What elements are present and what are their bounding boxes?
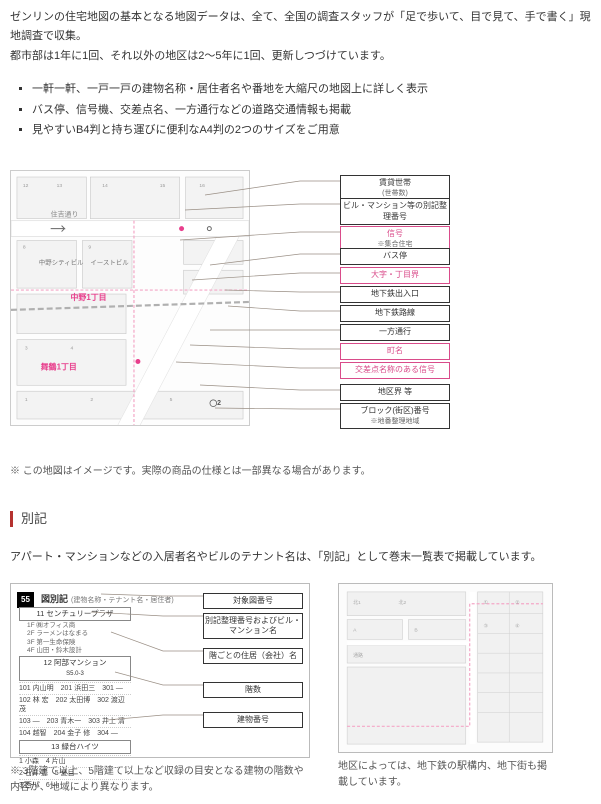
- svg-text:◯2: ◯2: [209, 399, 221, 407]
- appendix-figure-left: 55 図別記 (建物名称・テナント名・居住者) 11 センチュリープラザ1F ㈱…: [10, 583, 310, 758]
- map-legend-item: ビル・マンション等の別記整理番号: [340, 198, 450, 225]
- list-row: 1F ㈱オフィス商: [19, 622, 131, 630]
- appendix-mini-legend: 対象図番号別記整理番号およびビル・マンション名階ごとの住居（会社）名階数建物番号: [203, 590, 303, 760]
- appendix-left: 55 図別記 (建物名称・テナント名・居住者) 11 センチュリープラザ1F ㈱…: [10, 583, 310, 796]
- map-legend-item: 賃貸世帯(世帯数): [340, 175, 450, 200]
- fig-title-label: 図別記: [41, 594, 68, 604]
- svg-text:1: 1: [25, 397, 28, 403]
- appendix-legend-item: 階数: [203, 682, 303, 698]
- appendix-legend-item: 建物番号: [203, 712, 303, 728]
- svg-text:2: 2: [90, 397, 93, 403]
- svg-text:②: ②: [515, 600, 520, 606]
- map-diagram: 住吉通り 中野1丁目 舞鶴1丁目 中野シティビル イーストビル 121314 1…: [10, 170, 450, 455]
- svg-text:北2: 北2: [399, 599, 407, 606]
- fig-title-sub: (建物名称・テナント名・居住者): [71, 597, 174, 604]
- appendix-list: 11 センチュリープラザ1F ㈱オフィス商2F ラーメンはなまる3F 第一生命保…: [19, 606, 131, 792]
- appendix-legend-item: 階ごとの住居（会社）名: [203, 648, 303, 664]
- map-legend-item: バス停: [340, 248, 450, 264]
- chome-label: 中野1丁目: [71, 292, 107, 302]
- feature-item: バス停、信号機、交差点名、一方通行などの道路交通情報も掲載: [32, 101, 591, 120]
- svg-text:8: 8: [23, 245, 26, 251]
- feature-item: 一軒一軒、一戸一戸の建物名称・居住者名や番地を大縮尺の地図上に詳しく表示: [32, 80, 591, 99]
- list-block-title: 11 センチュリープラザ: [19, 607, 131, 621]
- street-label: 住吉通り: [51, 210, 79, 219]
- appendix-desc: アパート・マンションなどの入居者名やビルのテナント名は、「別記」として巻末一覧表…: [10, 548, 591, 567]
- list-block-title: 12 阿部マンションS5.0-3: [19, 656, 131, 681]
- map-legend-item: 地下鉄出入口: [340, 286, 450, 302]
- svg-text:4: 4: [71, 346, 74, 352]
- svg-text:13: 13: [57, 183, 63, 189]
- svg-text:北1: 北1: [353, 599, 361, 606]
- map-note: ※ この地図はイメージです。実際の商品の仕様とは一部異なる場合があります。: [10, 463, 591, 480]
- list-row: 3 西川 6 ―: [19, 779, 131, 791]
- svg-text:④: ④: [515, 623, 520, 629]
- map-legend-item: ブロック(街区)番号※地番整理地域: [340, 403, 450, 428]
- list-row: 2 石井 豊 5 夏目: [19, 767, 131, 779]
- chome-label: 舞鶴1丁目: [40, 362, 77, 372]
- map-legend-item: 地区界 等: [340, 384, 450, 400]
- svg-text:15: 15: [160, 183, 166, 189]
- list-row: 102 林 宏 202 太田博 302 渡辺 茂: [19, 694, 131, 715]
- list-row: 4F 山田・鈴木設計: [19, 647, 131, 655]
- intro-line-1: ゼンリンの住宅地図の基本となる地図データは、全て、全国の調査スタッフが「足で歩い…: [10, 8, 591, 45]
- list-row: 2F ラーメンはなまる: [19, 630, 131, 638]
- appendix-figure-right: 北1北2A B通路 ①② ③④: [338, 583, 553, 753]
- svg-text:14: 14: [102, 183, 108, 189]
- appendix-caption-right: 地区によっては、地下鉄の駅構内、地下街も掲載しています。: [338, 759, 553, 791]
- section-title: 別記: [21, 508, 47, 530]
- appendix-legend-item: 対象図番号: [203, 593, 303, 609]
- map-legend-item: 町名: [340, 343, 450, 359]
- appendix-row: 55 図別記 (建物名称・テナント名・居住者) 11 センチュリープラザ1F ㈱…: [10, 583, 591, 796]
- svg-text:16: 16: [199, 183, 205, 189]
- map-image: 住吉通り 中野1丁目 舞鶴1丁目 中野シティビル イーストビル 121314 1…: [10, 170, 250, 426]
- list-row: 101 内山明 201 浜田三 301 ―: [19, 682, 131, 694]
- svg-text:9: 9: [88, 245, 91, 251]
- section-header-appendix: 別記: [10, 508, 591, 530]
- svg-text:中野シティビル: 中野シティビル: [39, 257, 84, 266]
- map-legend-item: 交差点名称のある信号: [340, 362, 450, 378]
- svg-text:イーストビル: イーストビル: [90, 257, 129, 266]
- feature-item: 見やすいB4判と持ち運びに便利なA4判の2つのサイズをご用意: [32, 121, 591, 140]
- svg-text:通路: 通路: [353, 652, 363, 659]
- appendix-legend-item: 別記整理番号およびビル・マンション名: [203, 613, 303, 639]
- svg-text:12: 12: [23, 183, 29, 189]
- list-row: 3F 第一生命保険: [19, 639, 131, 647]
- svg-text:5: 5: [170, 397, 173, 403]
- feature-list: 一軒一軒、一戸一戸の建物名称・居住者名や番地を大縮尺の地図上に詳しく表示 バス停…: [10, 80, 591, 140]
- svg-text:①: ①: [484, 600, 489, 606]
- intro-line-2: 都市部は1年に1回、それ以外の地区は2〜5年に1回、更新しつづけています。: [10, 47, 591, 66]
- appendix-right: 北1北2A B通路 ①② ③④ 地区によっては、地下鉄の駅構内、地下街も掲載して…: [338, 583, 553, 791]
- list-row: 103 ― 203 青木一 303 井上 清: [19, 715, 131, 727]
- list-block-title: 13 緑台ハイツ: [19, 740, 131, 754]
- svg-text:③: ③: [484, 623, 489, 629]
- list-row: 104 越智 204 金子 修 304 ―: [19, 727, 131, 739]
- svg-text:3: 3: [25, 346, 28, 352]
- section-accent-bar: [10, 511, 13, 527]
- map-legend-item: 一方通行: [340, 324, 450, 340]
- map-legend-item: 地下鉄路線: [340, 305, 450, 321]
- intro-block: ゼンリンの住宅地図の基本となる地図データは、全て、全国の調査スタッフが「足で歩い…: [10, 8, 591, 66]
- map-legend-column: 賃貸世帯(世帯数)ビル・マンション等の別記整理番号信号※集合住宅バス停大字・丁目…: [340, 172, 450, 432]
- map-legend-item: 大字・丁目界: [340, 267, 450, 283]
- list-row: 1 小森 4 片山: [19, 755, 131, 767]
